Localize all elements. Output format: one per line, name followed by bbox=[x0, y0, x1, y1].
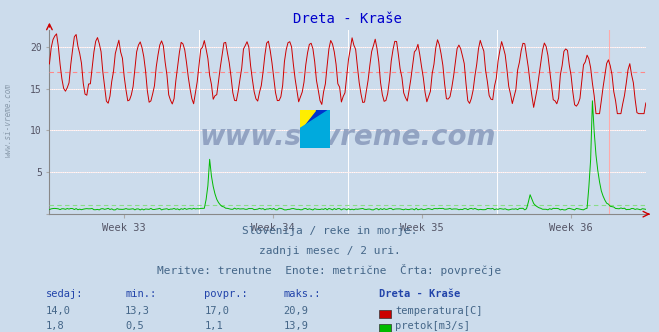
Text: min.:: min.: bbox=[125, 289, 156, 299]
Text: www.si-vreme.com: www.si-vreme.com bbox=[3, 83, 13, 156]
Text: Slovenija / reke in morje.: Slovenija / reke in morje. bbox=[242, 226, 417, 236]
Text: 20,9: 20,9 bbox=[283, 306, 308, 316]
Text: 0,5: 0,5 bbox=[125, 321, 144, 331]
Text: povpr.:: povpr.: bbox=[204, 289, 248, 299]
Text: Meritve: trenutne  Enote: metrične  Črta: povprečje: Meritve: trenutne Enote: metrične Črta: … bbox=[158, 264, 501, 276]
Text: 13,9: 13,9 bbox=[283, 321, 308, 331]
Text: pretok[m3/s]: pretok[m3/s] bbox=[395, 321, 471, 331]
Text: sedaj:: sedaj: bbox=[46, 289, 84, 299]
Text: zadnji mesec / 2 uri.: zadnji mesec / 2 uri. bbox=[258, 246, 401, 256]
Text: www.si-vreme.com: www.si-vreme.com bbox=[200, 123, 496, 151]
Text: 14,0: 14,0 bbox=[46, 306, 71, 316]
Text: Dreta - Kraše: Dreta - Kraše bbox=[379, 289, 460, 299]
Text: 1,1: 1,1 bbox=[204, 321, 223, 331]
Polygon shape bbox=[300, 110, 315, 128]
Title: Dreta - Kraše: Dreta - Kraše bbox=[293, 12, 402, 26]
Text: 13,3: 13,3 bbox=[125, 306, 150, 316]
Text: maks.:: maks.: bbox=[283, 289, 321, 299]
Text: 1,8: 1,8 bbox=[46, 321, 65, 331]
Polygon shape bbox=[300, 110, 330, 148]
Text: temperatura[C]: temperatura[C] bbox=[395, 306, 483, 316]
Polygon shape bbox=[300, 110, 330, 148]
Text: 17,0: 17,0 bbox=[204, 306, 229, 316]
